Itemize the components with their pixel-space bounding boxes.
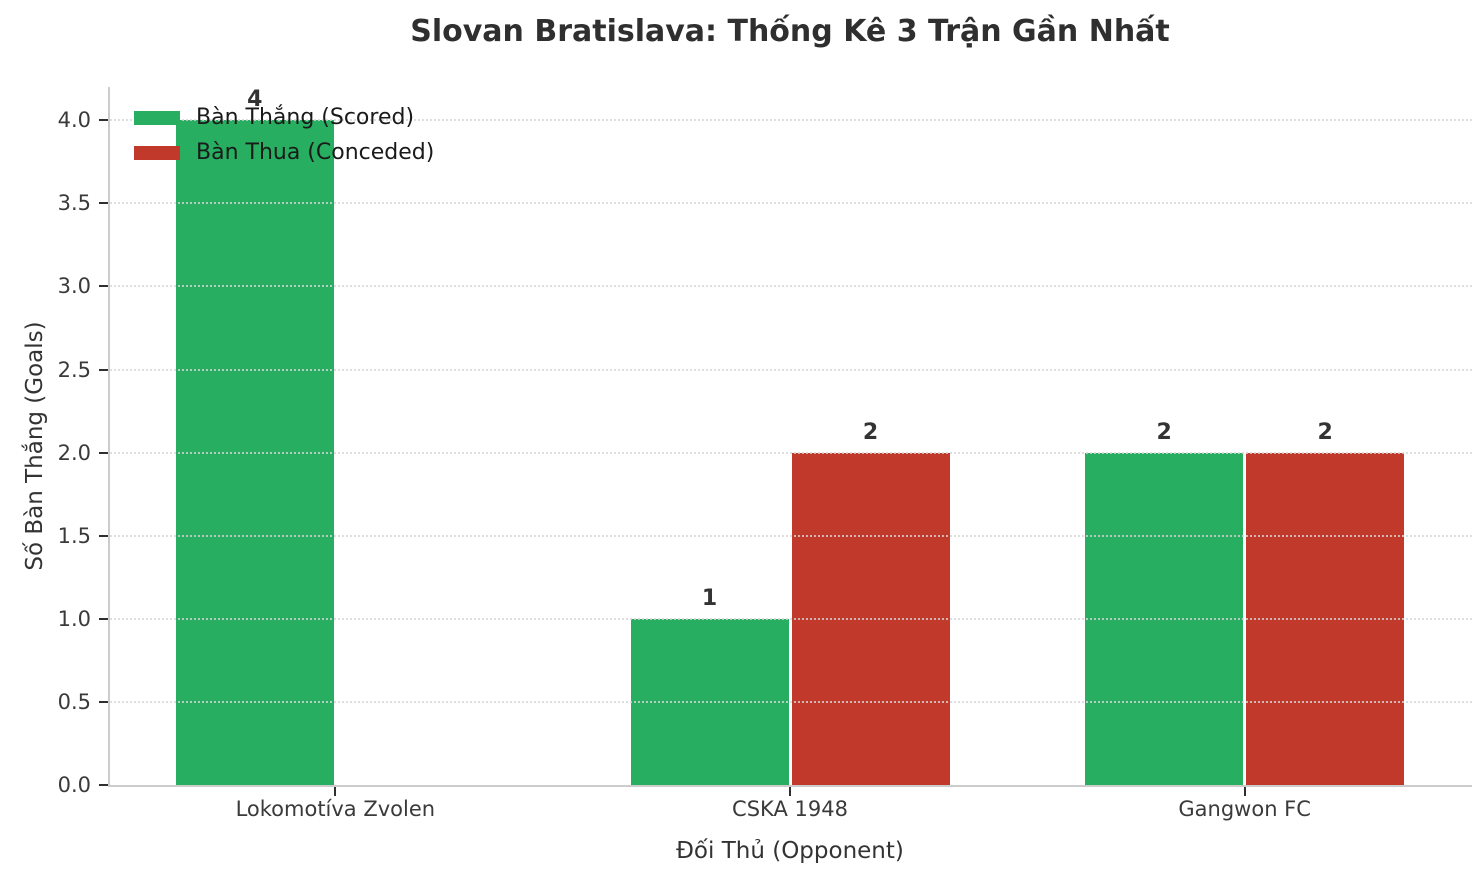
gridline — [110, 451, 1472, 454]
x-axis-label: Đối Thủ (Opponent) — [676, 838, 904, 864]
y-axis-spine — [108, 87, 110, 787]
y-tick-mark — [99, 202, 108, 205]
chart-title: Slovan Bratislava: Thống Kê 3 Trận Gần N… — [410, 14, 1170, 49]
y-tick-mark — [99, 285, 108, 288]
x-tick-label: Lokomotíva Zvolen — [235, 797, 436, 821]
legend-swatch-scored-icon — [134, 110, 180, 125]
gridline — [110, 534, 1472, 537]
gridline — [110, 119, 1472, 122]
y-tick-mark — [99, 700, 108, 703]
y-tick-label: 2.5 — [57, 357, 91, 382]
y-tick-mark — [99, 784, 108, 786]
y-tick-label: 0.0 — [57, 773, 91, 797]
x-tick-mark — [1243, 787, 1246, 796]
y-tick-mark — [99, 451, 108, 454]
x-tick-mark — [334, 787, 337, 796]
y-tick-mark — [99, 534, 108, 537]
y-tick-label: 0.5 — [57, 689, 91, 714]
gridline — [110, 617, 1472, 620]
bar-value-label: 4 — [247, 87, 263, 113]
x-tick-mark — [789, 787, 791, 796]
y-tick-mark — [99, 119, 108, 122]
y-axis-label: Số Bàn Thắng (Goals) — [22, 321, 48, 571]
y-tick-label: 3.0 — [57, 274, 91, 299]
x-tick-label: CSKA 1948 — [732, 797, 848, 821]
x-axis-spine — [108, 785, 1472, 787]
y-tick-label: 1.0 — [57, 606, 91, 631]
x-tick-label: Gangwon FC — [1178, 797, 1311, 821]
legend-item-conceded: Bàn Thua (Conceded) — [134, 140, 434, 165]
y-tick-label: 2.0 — [57, 440, 91, 465]
gridline — [110, 285, 1472, 288]
bar-value-label: 2 — [1156, 419, 1172, 445]
gridline — [110, 368, 1472, 371]
bar-value-label: 1 — [701, 585, 718, 611]
y-tick-label: 3.5 — [57, 191, 91, 216]
y-tick-label: 4.0 — [57, 108, 91, 133]
legend-item-scored: Bàn Thắng (Scored) — [134, 105, 434, 130]
gridline — [110, 700, 1472, 703]
legend: Bàn Thắng (Scored) Bàn Thua (Conceded) — [134, 105, 434, 165]
legend-label-scored: Bàn Thắng (Scored) — [196, 105, 415, 130]
legend-swatch-conceded-icon — [134, 145, 180, 160]
y-tick-mark — [99, 368, 108, 371]
bar-value-label: 2 — [1317, 419, 1333, 445]
bar-value-label: 2 — [862, 419, 879, 445]
y-tick-mark — [99, 617, 108, 620]
y-tick-label: 1.5 — [57, 523, 91, 548]
gridline — [110, 202, 1472, 205]
legend-label-conceded: Bàn Thua (Conceded) — [196, 140, 435, 165]
